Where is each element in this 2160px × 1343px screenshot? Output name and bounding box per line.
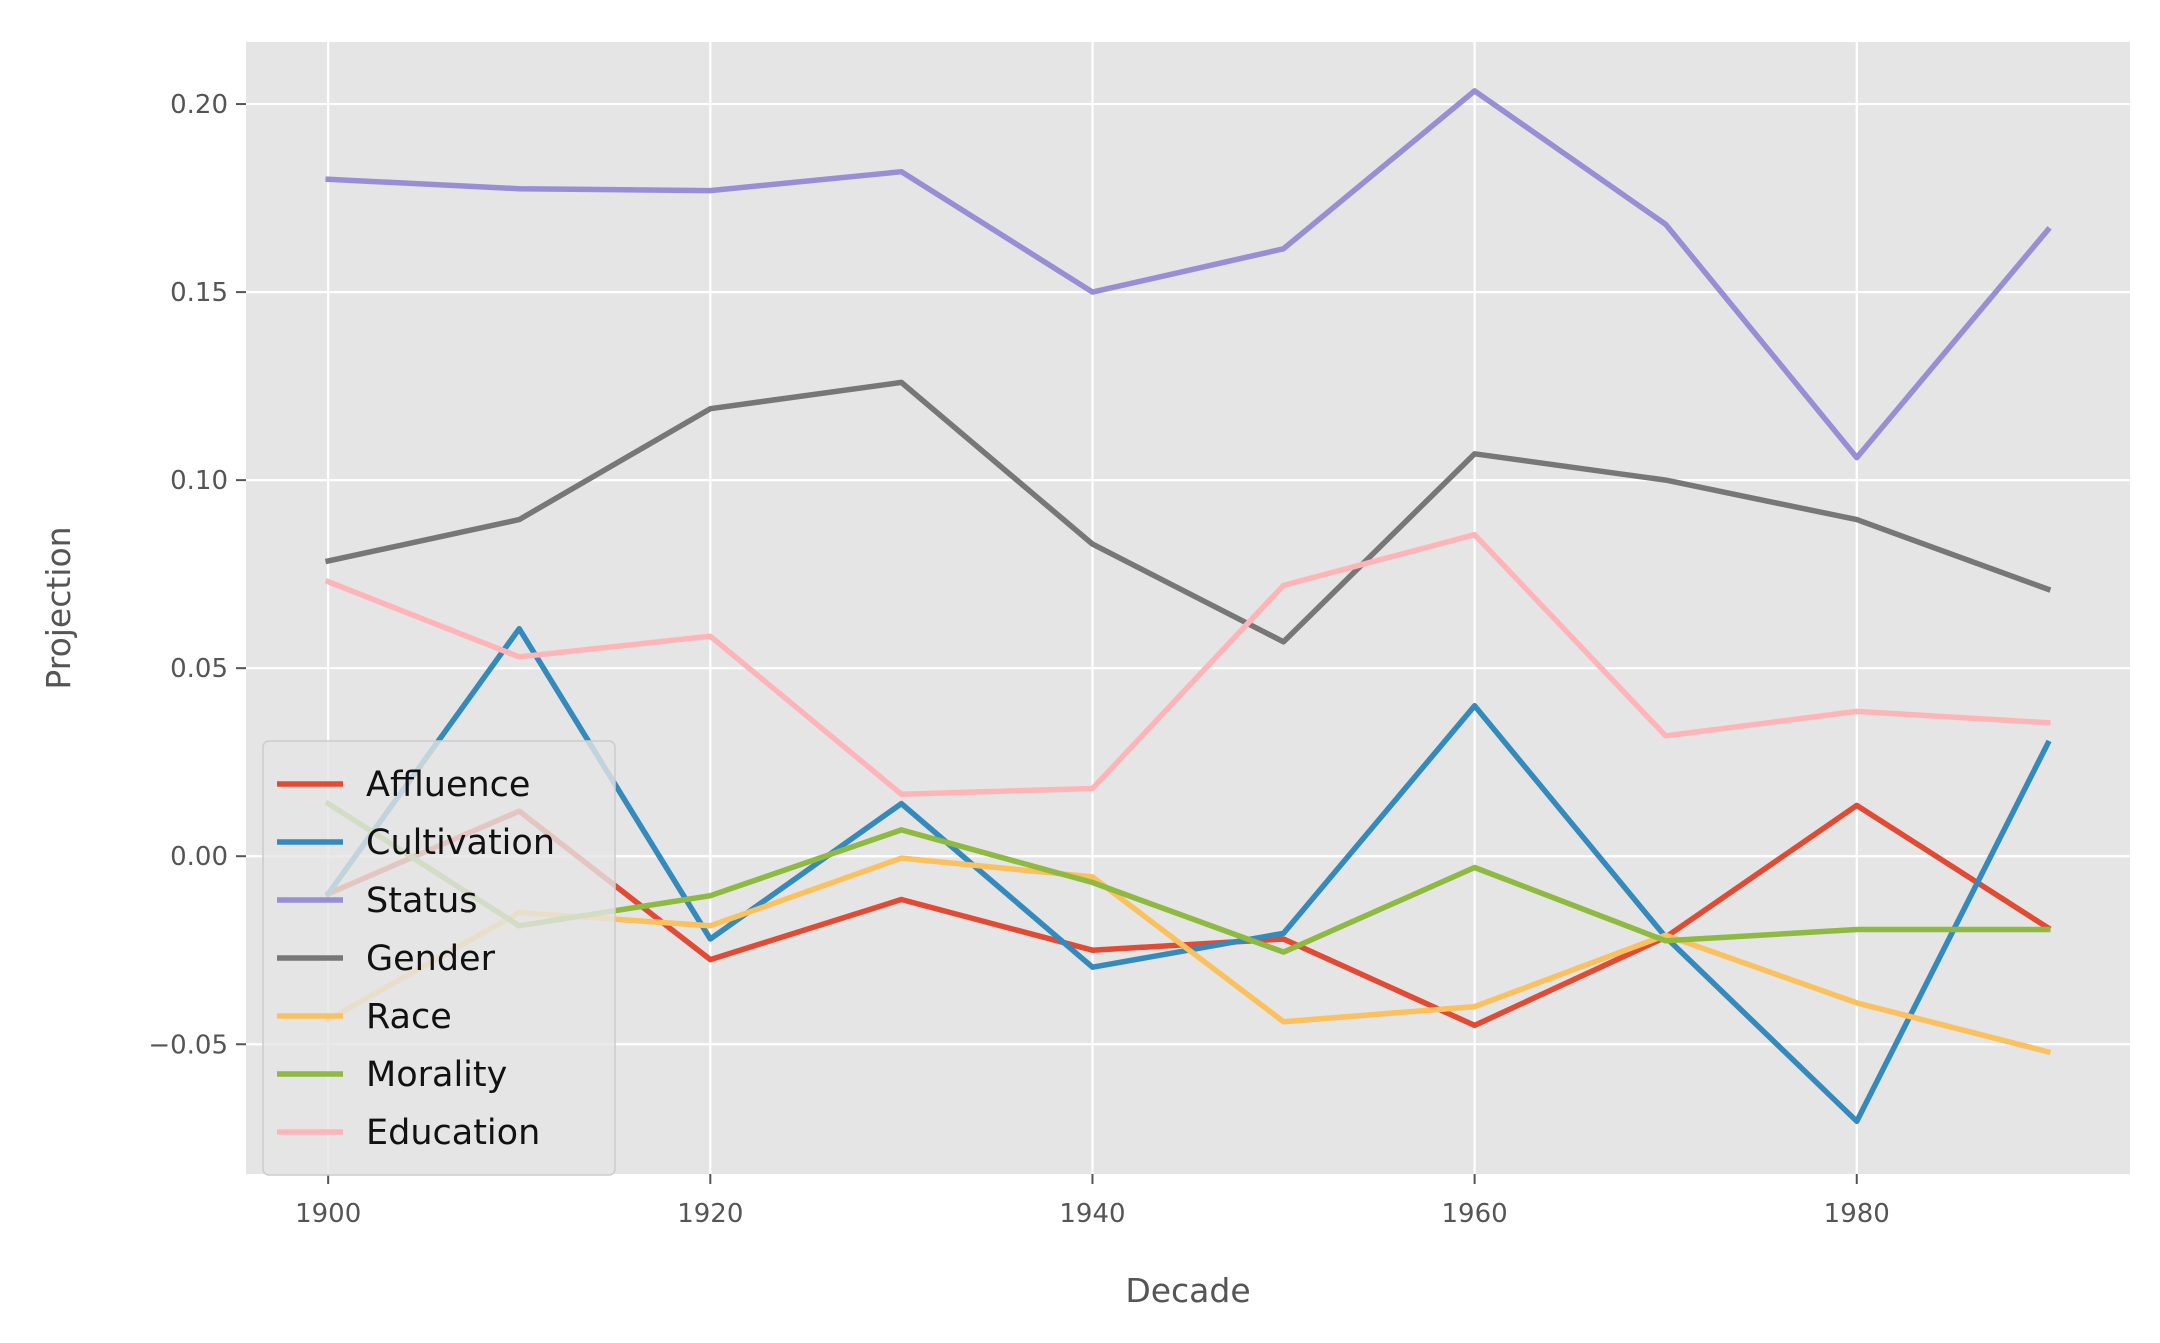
y-axis-label: Projection	[39, 526, 78, 689]
y-tick-label: −0.05	[148, 1030, 228, 1060]
y-tick-label: 0.00	[170, 842, 228, 872]
legend-label-cultivation: Cultivation	[366, 823, 555, 863]
legend-label-morality: Morality	[366, 1055, 507, 1095]
legend-label-affluence: Affluence	[366, 765, 530, 805]
x-tick-label: 1960	[1442, 1199, 1508, 1229]
axis-ticks: 1900 1920 1940 1960 1980 −0.05 0.00 0.05 0.10 0.1…	[148, 90, 1890, 1229]
legend-box	[262, 740, 616, 1176]
legend-label-education: Education	[366, 1113, 540, 1153]
x-tick-label: 1900	[295, 1199, 361, 1229]
y-tick-label: 0.10	[170, 466, 228, 496]
legend-label-status: Status	[366, 881, 478, 921]
y-tick-label: 0.05	[170, 654, 228, 684]
x-tick-label: 1940	[1059, 1199, 1125, 1229]
legend-label-race: Race	[366, 997, 452, 1037]
legend-label-gender: Gender	[366, 939, 496, 979]
x-tick-label: 1920	[677, 1199, 743, 1229]
x-axis-label: Decade	[1125, 1271, 1250, 1310]
x-tick-label: 1980	[1824, 1199, 1890, 1229]
series-line-education	[324, 531, 2051, 797]
y-tick-label: 0.20	[170, 90, 228, 120]
y-tick-label: 0.15	[170, 278, 228, 308]
series-line-status	[325, 88, 2052, 461]
legend: Affluence Cultivation Status Gender Race Mora…	[262, 740, 616, 1176]
series-line-gender	[324, 379, 2052, 645]
